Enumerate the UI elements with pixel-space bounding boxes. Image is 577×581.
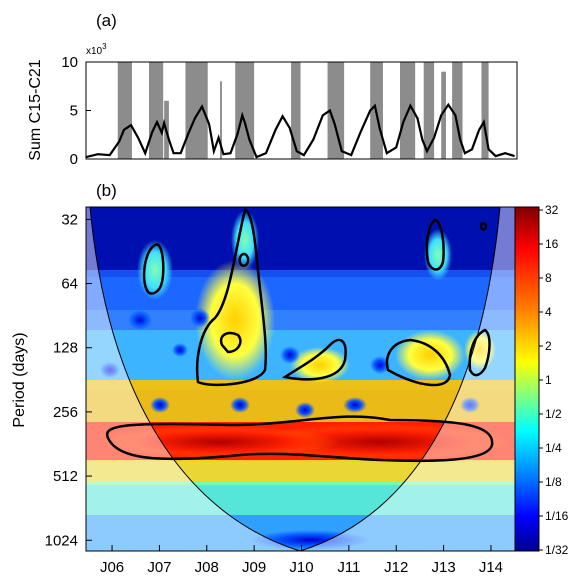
colorbar-tick-label: 1 <box>545 373 552 387</box>
colorbar-tick-label: 32 <box>545 203 559 217</box>
panel-a-bar <box>327 62 345 159</box>
panel-b-x-tick-label: J10 <box>289 559 313 576</box>
panel-b-x-tick-label: J13 <box>431 559 455 576</box>
panel-a-bar <box>235 62 255 159</box>
colorbar-gradient <box>514 206 540 552</box>
panel-b-y-axis-label: Period (days) <box>11 332 28 427</box>
panel-b-x-tick-label: J09 <box>242 559 266 576</box>
panel-b-x-ticks: J06 J07 J08 J09 J10 J11 J12 J13 J14 <box>100 545 503 576</box>
panel-a-bar <box>441 71 446 159</box>
cone-of-influence <box>86 207 300 551</box>
panel-b-x-tick-label: J14 <box>479 559 503 576</box>
colorbar-tick-label: 4 <box>545 305 552 319</box>
colorbar-tick-label: 1/8 <box>545 475 562 489</box>
panel-b-y-tick-label: 256 <box>53 404 78 421</box>
panel-b-x-tick-label: J06 <box>100 559 124 576</box>
colorbar-tick-label: 16 <box>545 237 559 251</box>
panel-a-y-tick-label: 10 <box>61 54 78 71</box>
colorbar-tick-label: 1/32 <box>545 543 569 557</box>
panel-a-smoothed-line <box>86 102 515 159</box>
panel-b-y-tick-label: 128 <box>53 340 78 357</box>
panel-a-y-ticks: 0 5 10 <box>61 54 91 168</box>
panel-a-label: (a) <box>96 11 117 30</box>
panel-b-y-ticks: 32 64 128 256 512 1024 <box>45 211 92 549</box>
panel-b-x-tick-label: J11 <box>337 559 360 576</box>
panel-a-bar <box>291 62 301 159</box>
colorbar-tick-label: 1/2 <box>545 407 562 421</box>
panel-b-x-tick-label: J08 <box>195 559 219 576</box>
panel-b-y-tick-label: 32 <box>61 211 78 228</box>
wavelet-power-heatmap <box>86 207 517 551</box>
colorbar-tick-label: 1/4 <box>545 441 562 455</box>
panel-b-y-tick-label: 512 <box>53 468 78 485</box>
panel-a-bar <box>481 62 489 159</box>
panel-a-y-tick-label: 0 <box>70 151 78 168</box>
colorbar-tick-label: 8 <box>545 271 552 285</box>
panel-b-x-tick-label: J12 <box>384 559 408 576</box>
panel-a-bar <box>185 62 208 159</box>
panel-a-bar <box>117 62 132 159</box>
panel-a: 0 5 10 x103 Sum C15-C21 <box>27 42 518 168</box>
colorbar-tick-label: 1/16 <box>545 509 569 523</box>
panel-b-y-tick-label: 64 <box>61 276 78 293</box>
panel-a-y-axis-label: Sum C15-C21 <box>27 59 44 160</box>
panel-a-bar <box>423 62 435 159</box>
colorbar-ticks: 32 16 8 4 2 1 1/2 1/4 1/8 1/16 1/32 <box>539 203 569 557</box>
panel-a-y-tick-label: 5 <box>70 103 78 120</box>
panel-a-bar <box>148 62 164 159</box>
colorbar-tick-label: 2 <box>545 339 552 353</box>
panel-a-bar <box>452 62 463 159</box>
colorbar: 32 16 8 4 2 1 1/2 1/4 1/8 1/16 1/32 <box>514 203 569 557</box>
panel-b-y-tick-label: 1024 <box>45 532 78 549</box>
panel-b-x-tick-label: J07 <box>147 559 171 576</box>
panel-a-bar <box>220 81 222 159</box>
significance-contours <box>105 208 494 463</box>
panel-b-label: (b) <box>96 181 117 200</box>
panel-a-y-multiplier: x103 <box>86 42 107 57</box>
